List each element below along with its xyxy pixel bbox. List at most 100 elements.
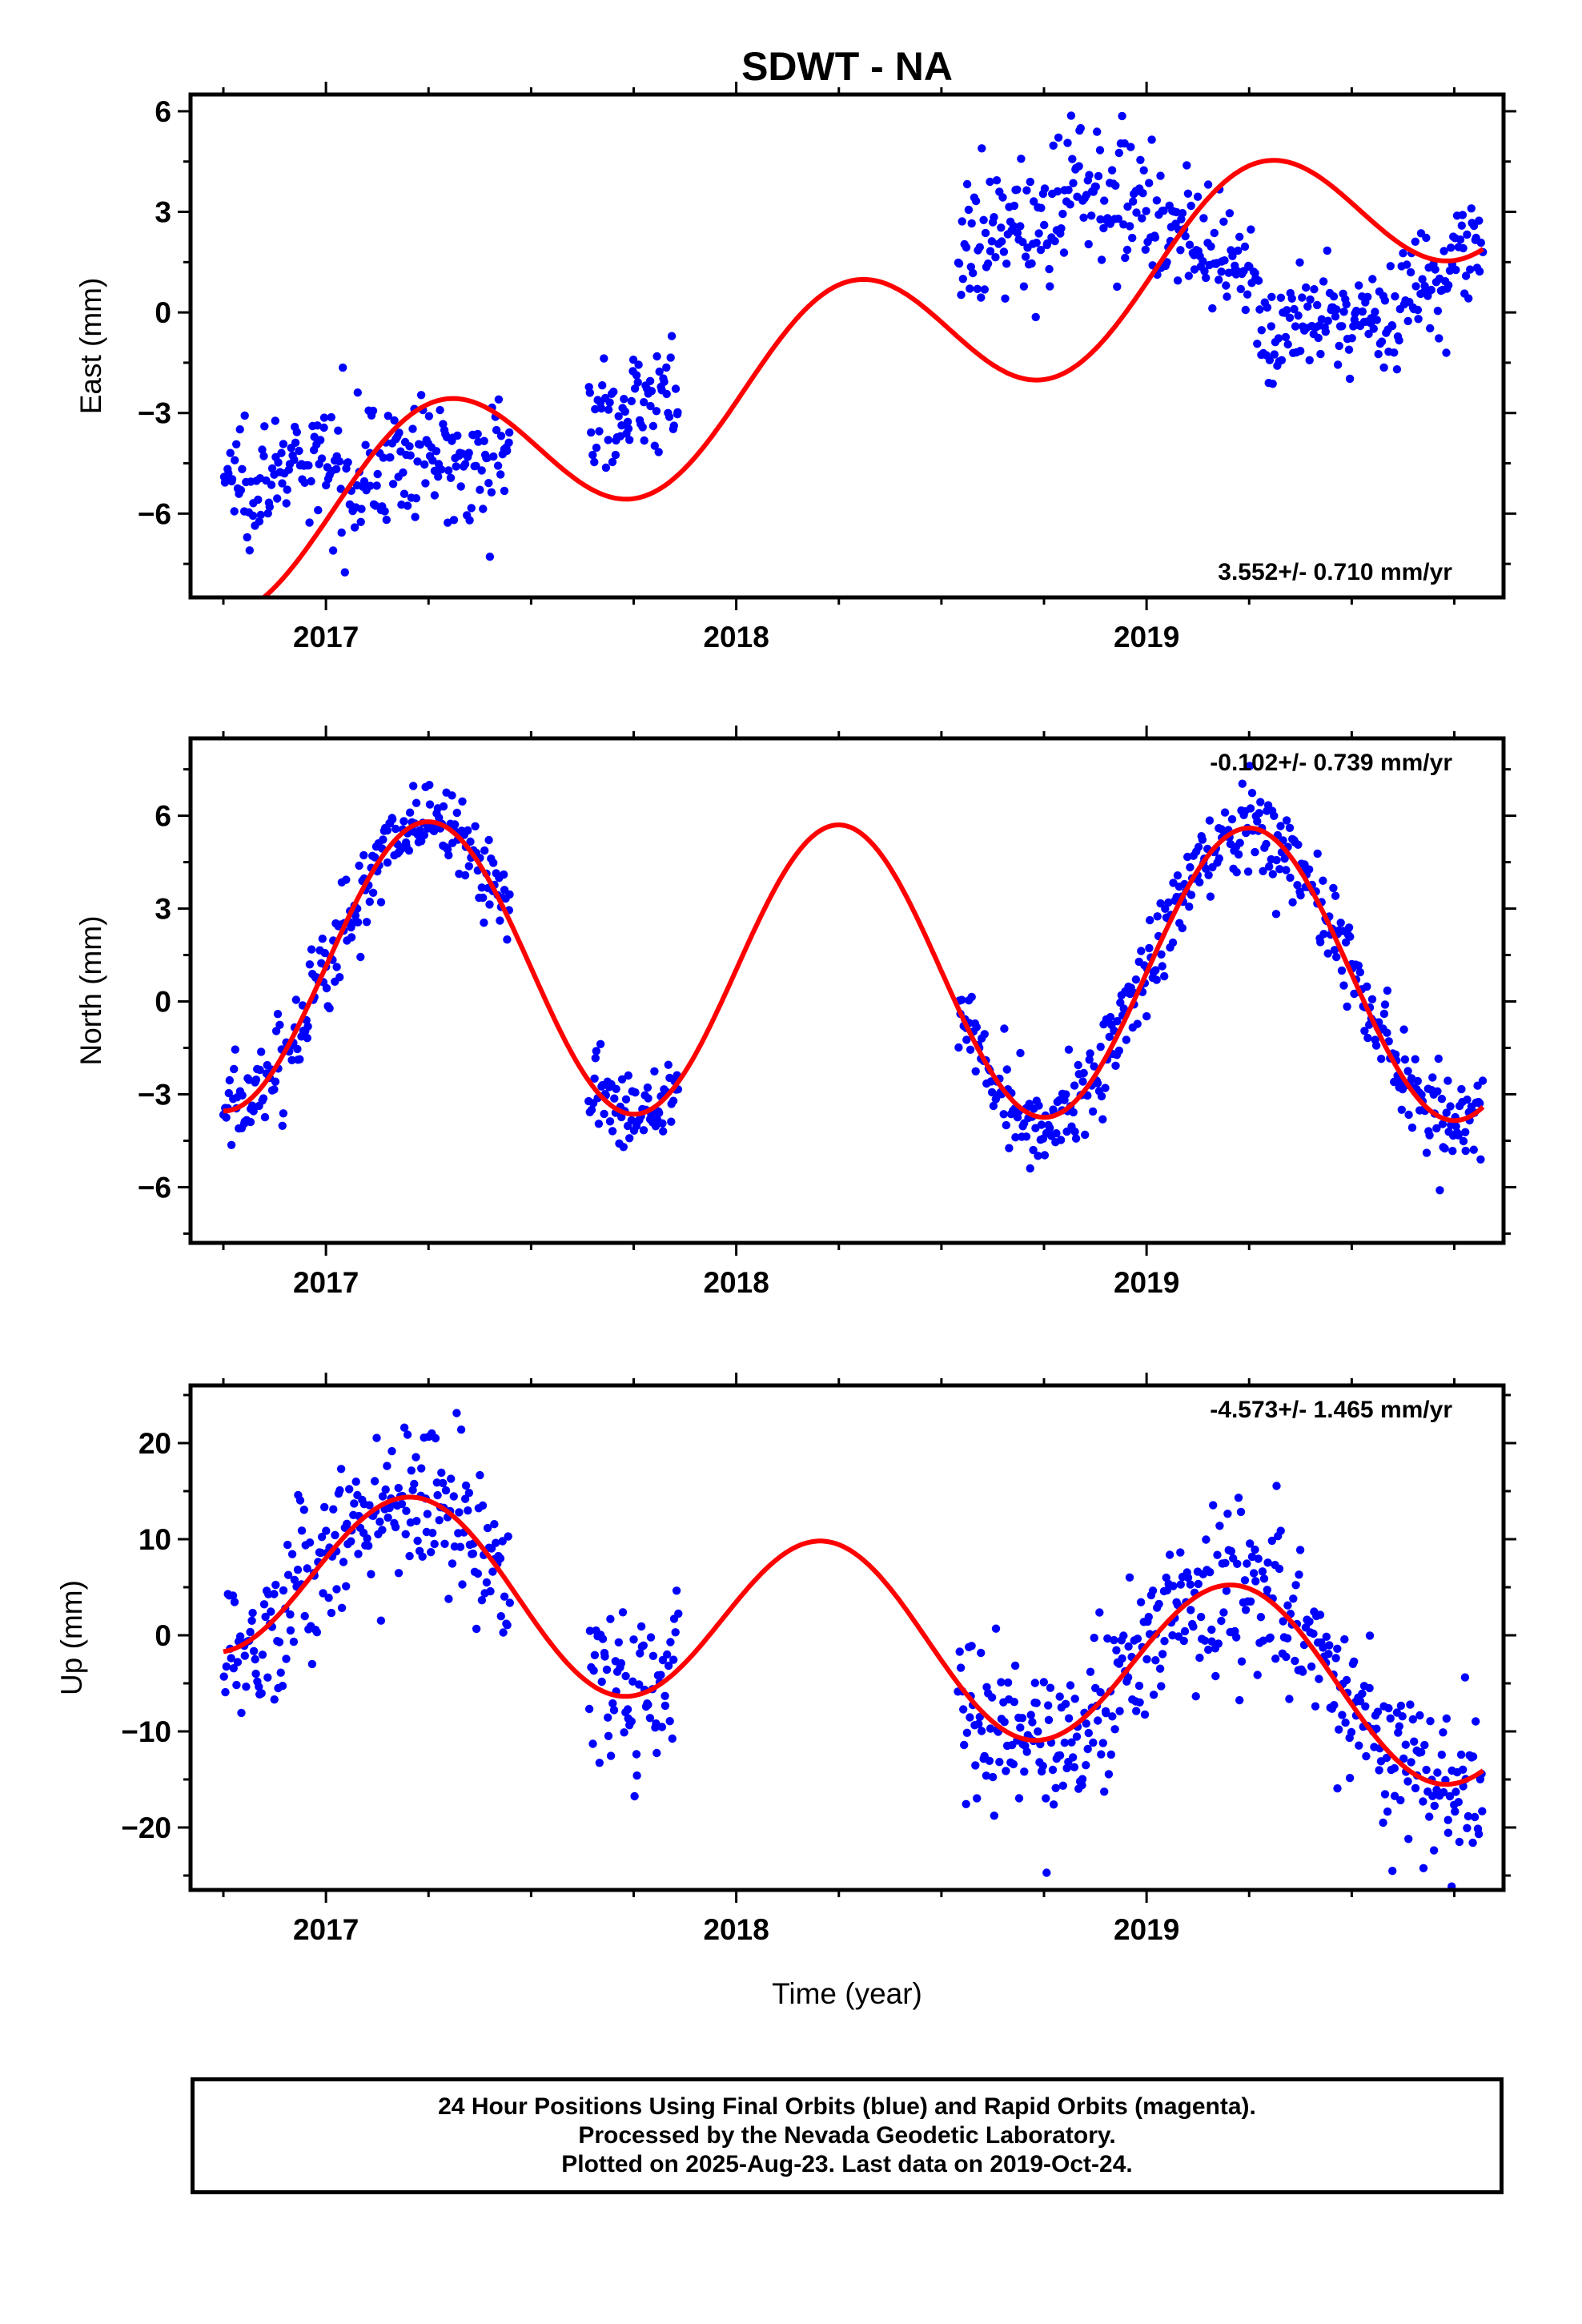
- data-point: [1144, 1612, 1154, 1622]
- data-point: [1066, 1681, 1075, 1690]
- data-point: [354, 1550, 363, 1558]
- data-point: [248, 511, 258, 521]
- data-point: [1329, 292, 1339, 301]
- data-point: [1096, 1043, 1105, 1051]
- data-point: [397, 501, 406, 509]
- data-point: [1040, 220, 1049, 230]
- data-point: [1333, 1784, 1342, 1793]
- data-point: [1120, 139, 1129, 148]
- data-point: [665, 1717, 674, 1726]
- data-point: [265, 502, 274, 512]
- data-point: [1317, 315, 1327, 324]
- data-point: [394, 1483, 403, 1493]
- data-point: [1355, 1741, 1363, 1750]
- data-point: [588, 450, 597, 460]
- data-point: [477, 883, 486, 892]
- data-point: [401, 1530, 410, 1539]
- data-point: [355, 861, 363, 870]
- data-point: [616, 1659, 626, 1668]
- east-plot-frame: [188, 92, 1506, 600]
- data-point: [278, 1121, 287, 1131]
- data-point: [620, 1728, 628, 1737]
- data-point: [1110, 1635, 1118, 1645]
- data-point: [986, 177, 994, 187]
- data-point: [644, 1700, 652, 1709]
- data-point: [339, 1558, 348, 1566]
- data-point: [375, 1518, 384, 1526]
- data-point: [440, 1539, 449, 1549]
- data-point: [290, 1575, 299, 1585]
- data-point: [236, 485, 246, 495]
- data-point: [1113, 1017, 1122, 1026]
- east-data-points: [219, 111, 1488, 577]
- data-point: [1085, 171, 1094, 179]
- data-point: [1124, 1642, 1133, 1651]
- data-point: [451, 820, 460, 829]
- data-point: [1420, 1740, 1429, 1750]
- data-point: [449, 1492, 458, 1501]
- data-point: [1323, 316, 1333, 325]
- data-point: [368, 406, 378, 416]
- y-tick-label: 10: [139, 1523, 171, 1556]
- data-point: [1151, 966, 1160, 975]
- data-point: [1274, 334, 1283, 343]
- data-point: [584, 1704, 594, 1714]
- data-point: [1101, 1084, 1110, 1092]
- data-point: [1091, 182, 1101, 191]
- data-point: [1396, 1795, 1405, 1805]
- data-point: [610, 1094, 619, 1103]
- data-point: [1121, 253, 1130, 263]
- data-point: [1400, 1055, 1410, 1064]
- data-point: [278, 1682, 287, 1691]
- data-point: [1383, 986, 1392, 995]
- data-point: [342, 1582, 351, 1591]
- data-point: [452, 808, 461, 818]
- x-tick-label: 2019: [1114, 621, 1179, 653]
- data-point: [356, 952, 365, 962]
- data-point: [314, 505, 323, 515]
- data-point: [381, 1485, 390, 1494]
- data-point: [403, 1430, 412, 1439]
- data-point: [1365, 1683, 1374, 1693]
- data-point: [226, 448, 235, 457]
- data-point: [283, 485, 291, 494]
- data-point: [1476, 1155, 1485, 1164]
- data-point: [1365, 1631, 1375, 1640]
- data-point: [291, 995, 300, 1004]
- data-point: [1026, 1711, 1035, 1719]
- data-point: [1118, 1654, 1126, 1663]
- data-point: [977, 1727, 986, 1735]
- data-point: [1422, 233, 1431, 243]
- data-point: [359, 476, 369, 486]
- data-point: [412, 798, 421, 807]
- data-point: [437, 465, 446, 474]
- data-point: [643, 1083, 652, 1092]
- data-point: [431, 1433, 440, 1443]
- data-point: [227, 1654, 235, 1663]
- data-point: [247, 1616, 256, 1626]
- data-point: [496, 432, 506, 440]
- data-point: [1363, 982, 1371, 991]
- data-point: [1150, 233, 1160, 242]
- data-point: [1158, 1650, 1167, 1659]
- data-point: [362, 918, 371, 927]
- data-point: [1390, 348, 1399, 357]
- data-point: [1355, 281, 1363, 290]
- data-point: [1009, 1759, 1018, 1769]
- data-point: [1054, 133, 1063, 142]
- data-point: [669, 421, 678, 430]
- data-point: [1255, 305, 1264, 314]
- data-point: [1055, 1751, 1065, 1760]
- data-point: [974, 1719, 983, 1728]
- data-point: [505, 890, 514, 899]
- data-point: [418, 1552, 427, 1562]
- data-point: [1076, 123, 1086, 133]
- data-point: [471, 822, 480, 831]
- data-point: [1379, 1818, 1387, 1827]
- data-point: [1255, 809, 1264, 818]
- data-point: [1438, 1120, 1447, 1128]
- up-panel: 2017 2018 2019 −20 −10 0 10 20 Up (mm) -4.573+/- …: [55, 1373, 1516, 1946]
- data-point: [400, 489, 409, 498]
- data-point: [1010, 201, 1019, 211]
- data-point: [1235, 1695, 1244, 1705]
